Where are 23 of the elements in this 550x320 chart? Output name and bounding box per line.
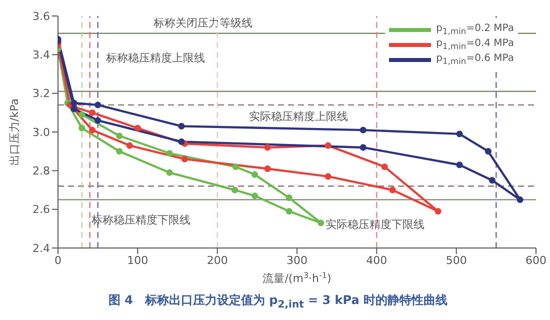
y-tick-label: 3.2 <box>32 87 50 100</box>
legend-label: p$_{1,min}$=0.6 MPa <box>436 53 514 66</box>
x-tick-label: 400 <box>366 254 388 267</box>
ref-line-label: 标称稳压精度上限线 <box>104 51 205 64</box>
ref-line-label: 标称稳压精度下限线 <box>90 214 190 227</box>
x-tick-label: 500 <box>446 254 467 267</box>
y-tick-label: 2.6 <box>32 203 50 216</box>
x-tick-label: 0 <box>54 254 62 267</box>
x-tick-label: 100 <box>127 254 148 267</box>
x-tick-label: 300 <box>286 254 308 267</box>
y-tick-label: 3.0 <box>32 126 50 139</box>
x-axis-title: 流量/(m$^{3}$·h$^{-1}$) <box>262 270 332 285</box>
y-tick-label: 3.6 <box>32 10 50 23</box>
y-tick-label: 3.4 <box>32 48 50 62</box>
text: 图 4 标称出口压力设定值为 p$_{2,int}$ = 3 kPa 时的静特性曲线 <box>107 292 449 310</box>
legend-label: p$_{1,min}$=0.2 MPa <box>436 23 514 36</box>
y-axis-title: 出口压力/kPa <box>8 98 21 166</box>
legend-label: p$_{1,min}$=0.4 MPa <box>436 38 514 51</box>
y-tick-label: 2.4 <box>32 242 50 255</box>
x-tick-label: 200 <box>206 254 228 267</box>
x-tick-label: 600 <box>526 254 546 267</box>
ref-line-label: 实际稳压精度上限线 <box>249 110 348 123</box>
y-tick-label: 2.8 <box>32 164 50 178</box>
